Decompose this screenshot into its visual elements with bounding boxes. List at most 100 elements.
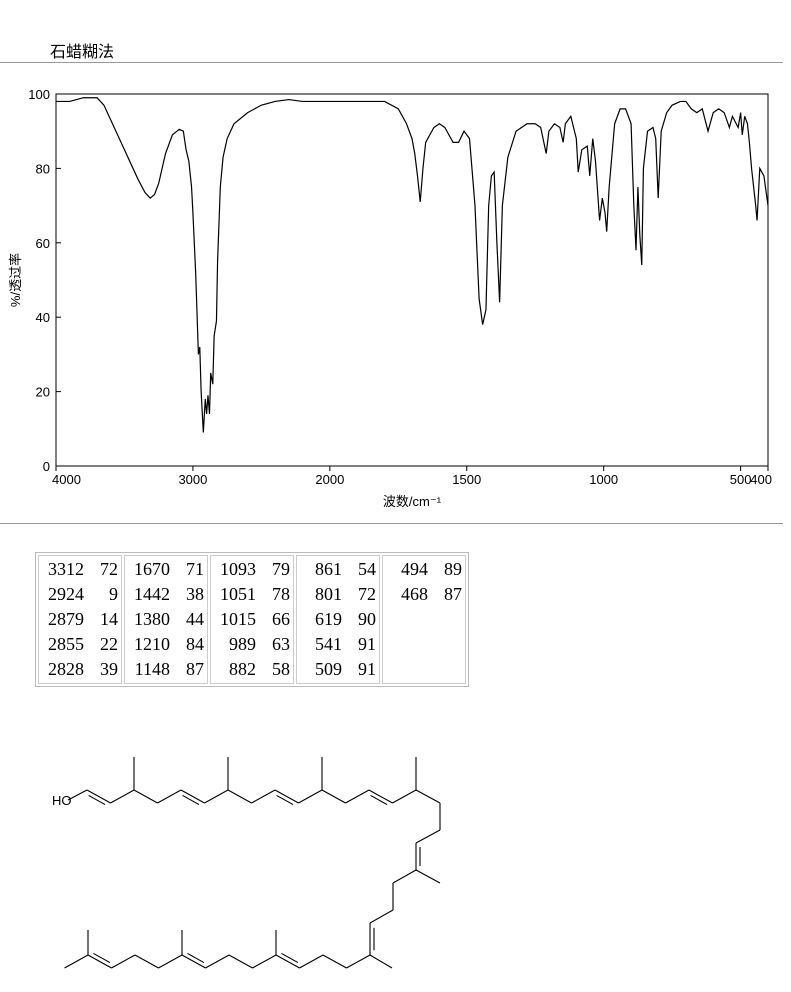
peak: 509 91	[300, 657, 376, 682]
bond	[67, 789, 88, 801]
plot-frame	[55, 93, 769, 467]
transmittance: 66	[272, 609, 290, 629]
bond	[322, 954, 347, 969]
wavenumber: 1051	[220, 584, 256, 604]
bond	[392, 789, 417, 804]
transmittance: 84	[186, 634, 204, 654]
transmittance: 79	[272, 559, 290, 579]
transmittance: 22	[100, 634, 118, 654]
x-tick-label: 3000	[178, 472, 207, 487]
x-axis-label: 波数/cm⁻¹	[383, 494, 442, 509]
bond	[415, 789, 441, 804]
atom-label: HO	[52, 793, 72, 808]
bond	[86, 789, 111, 804]
wavenumber: 619	[315, 609, 342, 629]
peak: 1442 38	[128, 582, 204, 607]
peak: 1093 79	[214, 557, 290, 582]
transmittance: 91	[358, 659, 376, 679]
wavenumber: 1093	[220, 559, 256, 579]
peak: 1380 44	[128, 607, 204, 632]
x-tick-label: 400	[750, 472, 772, 487]
bond	[87, 954, 112, 969]
wavenumber: 801	[315, 584, 342, 604]
bond	[345, 789, 370, 804]
peak: 541 91	[300, 632, 376, 657]
y-tick-label: 20	[36, 385, 50, 400]
transmittance: 90	[358, 609, 376, 629]
transmittance: 72	[100, 559, 118, 579]
wavenumber: 1670	[134, 559, 170, 579]
peak: 619 90	[300, 607, 376, 632]
title: 石蜡糊法	[50, 44, 115, 61]
transmittance: 38	[186, 584, 204, 604]
transmittance: 72	[358, 584, 376, 604]
y-tick-label: 40	[36, 310, 50, 325]
x-tick-label: 4000	[52, 472, 81, 487]
transmittance: 39	[100, 659, 118, 679]
x-tick-label: 1000	[589, 472, 618, 487]
wavenumber: 882	[229, 659, 256, 679]
transmittance: 87	[444, 584, 462, 604]
peak: 801 72	[300, 582, 376, 607]
structure: HO	[52, 757, 441, 969]
y-tick-label: 0	[43, 459, 50, 474]
peak: 882 58	[214, 657, 290, 682]
bond	[64, 954, 89, 969]
bond	[415, 869, 441, 884]
table-column: 494 89 468 87	[382, 555, 466, 684]
transmittance: 78	[272, 584, 290, 604]
peak: 1670 71	[128, 557, 204, 582]
peak: 2924 9	[42, 582, 118, 607]
table-column: 861 54 801 72 619 90 541 91 509 91	[296, 555, 380, 684]
wavenumber: 2924	[48, 584, 84, 604]
peak: 468 87	[386, 582, 462, 607]
bond	[299, 954, 324, 969]
peak: 1015 66	[214, 607, 290, 632]
bond	[158, 954, 183, 969]
bond	[182, 794, 200, 806]
bond	[134, 954, 159, 969]
bond	[110, 789, 135, 804]
bond	[227, 789, 252, 804]
wavenumber: 989	[229, 634, 256, 654]
peak: 3312 72	[42, 557, 118, 582]
y-tick-label: 60	[36, 236, 50, 251]
spectrum-line	[56, 97, 769, 433]
bond	[204, 789, 229, 804]
transmittance: 14	[100, 609, 118, 629]
peak: 1210 84	[128, 632, 204, 657]
transmittance: 89	[444, 559, 462, 579]
peak: 2879 14	[42, 607, 118, 632]
x-tick-label: 2000	[315, 472, 344, 487]
wavenumber: 3312	[48, 559, 84, 579]
bond	[369, 954, 393, 969]
y-tick-label: 80	[36, 161, 50, 176]
wavenumber: 2828	[48, 659, 84, 679]
wavenumber: 468	[401, 584, 428, 604]
table-column: 1670 71 1442 38 1380 44 1210 84 1148 87	[124, 555, 208, 684]
transmittance: 44	[186, 609, 204, 629]
bond	[274, 789, 299, 804]
bond	[205, 954, 230, 969]
bond	[275, 954, 300, 969]
wavenumber: 2855	[48, 634, 84, 654]
peak: 494 89	[386, 557, 462, 582]
transmittance: 58	[272, 659, 290, 679]
table-column: 1093 79 1051 78 1015 66 989 63 882 58	[210, 555, 294, 684]
peak: 989 63	[214, 632, 290, 657]
bond	[181, 954, 206, 969]
transmittance: 63	[272, 634, 290, 654]
transmittance: 54	[358, 559, 376, 579]
peak: 2828 39	[42, 657, 118, 682]
peak: 1051 78	[214, 582, 290, 607]
wavenumber: 861	[315, 559, 342, 579]
bond	[298, 789, 323, 804]
peak: 2855 22	[42, 632, 118, 657]
x-tick-label: 1500	[452, 472, 481, 487]
bond	[281, 952, 299, 964]
bond	[346, 954, 371, 969]
table-column: 3312 72 2924 9 2879 14 2855 22 2828 39	[38, 555, 122, 684]
divider	[0, 62, 783, 63]
